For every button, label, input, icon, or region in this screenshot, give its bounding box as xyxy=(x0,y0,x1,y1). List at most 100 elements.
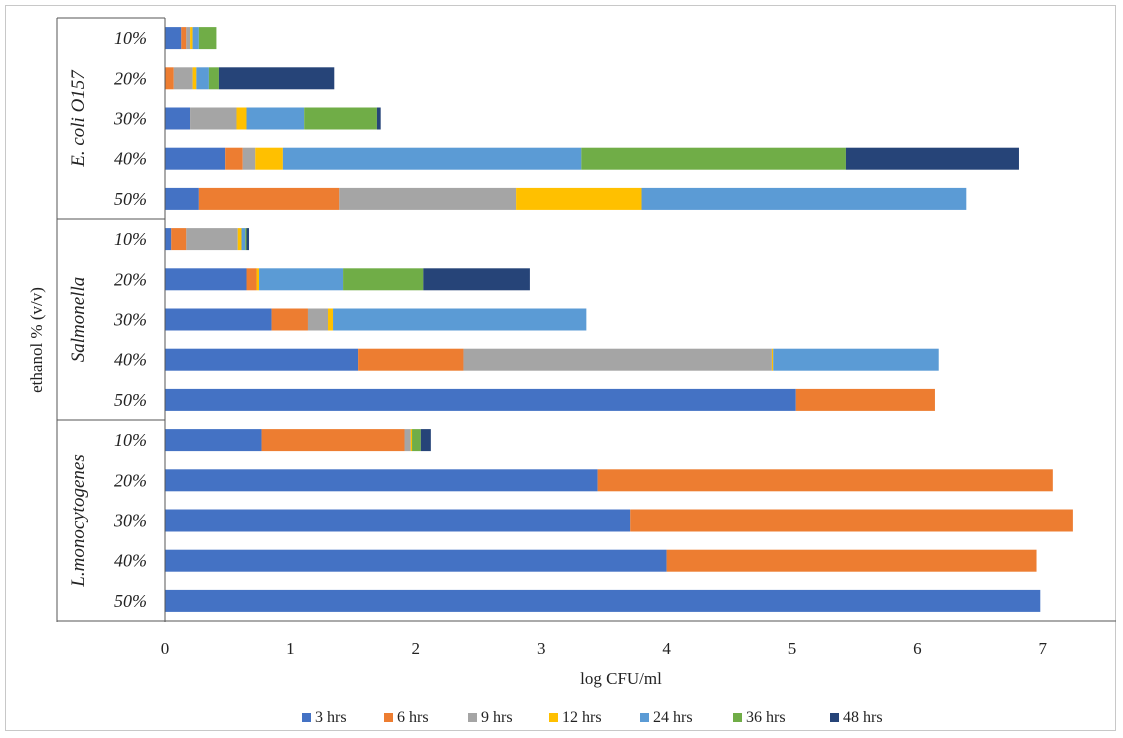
bar-segment xyxy=(208,67,219,90)
legend-label: 48 hrs xyxy=(843,709,883,726)
category-label: 30% xyxy=(113,109,147,129)
group-label: L.monocytogenes xyxy=(68,454,89,587)
bar-segment xyxy=(256,268,260,291)
bar-segment xyxy=(190,107,237,130)
legend-swatch xyxy=(302,713,311,722)
x-tick-label: 6 xyxy=(913,639,922,658)
legend-swatch xyxy=(384,713,393,722)
category-label: 40% xyxy=(114,350,147,370)
bar-segment xyxy=(376,107,381,130)
x-tick-label: 7 xyxy=(1039,639,1048,658)
bar-segment xyxy=(358,348,464,371)
bar-segment xyxy=(165,348,359,371)
legend-label: 9 hrs xyxy=(481,709,513,726)
category-label: 50% xyxy=(114,189,147,209)
x-tick-label: 5 xyxy=(788,639,797,658)
bar-segment xyxy=(581,147,846,170)
category-label: 30% xyxy=(113,310,147,330)
bar-segment xyxy=(171,228,187,251)
category-label: 10% xyxy=(114,28,147,48)
bar-segment xyxy=(641,187,967,210)
bar-segment xyxy=(795,388,935,411)
x-tick-label: 0 xyxy=(161,639,170,658)
category-label: 20% xyxy=(114,269,147,289)
bar-segment xyxy=(666,549,1037,572)
bar-segment xyxy=(165,107,191,130)
legend-label: 24 hrs xyxy=(653,709,693,726)
y-axis-label: ethanol % (v/v) xyxy=(27,287,46,393)
bar-segment xyxy=(165,27,182,50)
legend-swatch xyxy=(640,713,649,722)
legend-label: 36 hrs xyxy=(746,709,786,726)
bar-segment xyxy=(412,429,421,452)
x-axis-label: log CFU/ml xyxy=(580,669,662,688)
legend-swatch xyxy=(733,713,742,722)
bar-segment xyxy=(165,549,667,572)
bar-segment xyxy=(165,429,262,452)
bar-segment xyxy=(423,268,530,291)
chart-frame xyxy=(5,5,1116,731)
bar-segment xyxy=(246,268,257,291)
bar-segment xyxy=(271,308,308,331)
legend-label: 12 hrs xyxy=(562,709,602,726)
legend-label: 6 hrs xyxy=(397,709,429,726)
bar-segment xyxy=(173,67,193,90)
bar-segment xyxy=(328,308,334,331)
category-label: 50% xyxy=(114,390,147,410)
category-label: 40% xyxy=(114,149,147,169)
bar-segment xyxy=(246,228,250,251)
bar-segment xyxy=(218,67,335,90)
bar-segment xyxy=(771,348,774,371)
bar-segment xyxy=(165,589,1041,612)
bar-segment xyxy=(165,187,199,210)
bar-segment xyxy=(237,228,242,251)
bar-segment xyxy=(165,228,172,251)
bar-segment xyxy=(196,67,209,90)
bar-segment xyxy=(181,27,187,50)
bar-segment xyxy=(236,107,247,130)
bar-segment xyxy=(165,469,598,492)
category-label: 30% xyxy=(113,511,147,531)
legend-swatch xyxy=(468,713,477,722)
category-label: 20% xyxy=(114,68,147,88)
x-tick-label: 1 xyxy=(286,639,295,658)
bar-segment xyxy=(845,147,1019,170)
bar-segment xyxy=(190,27,193,50)
bar-segment xyxy=(259,268,344,291)
bar-segment xyxy=(597,469,1053,492)
bar-segment xyxy=(333,308,587,331)
bar-segment xyxy=(420,429,431,452)
bar-segment xyxy=(165,268,247,291)
category-label: 10% xyxy=(114,229,147,249)
legend-swatch xyxy=(830,713,839,722)
bar-segment xyxy=(186,27,191,50)
bar-segment xyxy=(165,308,272,331)
x-tick-label: 2 xyxy=(412,639,421,658)
bar-segment xyxy=(255,147,283,170)
category-label: 40% xyxy=(114,551,147,571)
bar-segment xyxy=(343,268,424,291)
bar-segment xyxy=(186,228,238,251)
bar-segment xyxy=(198,187,340,210)
bar-segment xyxy=(242,147,256,170)
labels-layer: 10% 20% 30% 40% 50% E. coli O157 10% 20% 30% 40% 5… xyxy=(68,28,147,611)
bar-segment xyxy=(165,509,631,532)
bar-segment xyxy=(304,107,377,130)
bar-segment xyxy=(198,27,217,50)
bar-segment xyxy=(192,27,199,50)
bar-segment xyxy=(516,187,642,210)
bar-segment xyxy=(245,228,247,251)
category-label: 20% xyxy=(114,470,147,490)
legend-swatch xyxy=(549,713,558,722)
x-tick-label: 4 xyxy=(662,639,671,658)
bar-segment xyxy=(165,388,796,411)
bar-segment xyxy=(773,348,939,371)
axes-layer: 0 1 2 3 4 5 6 7 xyxy=(56,17,1116,658)
bar-segment xyxy=(339,187,517,210)
bar-segment xyxy=(261,429,405,452)
group-label: Salmonella xyxy=(68,277,89,363)
x-tick-label: 3 xyxy=(537,639,546,658)
category-label: 10% xyxy=(114,430,147,450)
bar-segment xyxy=(463,348,772,371)
